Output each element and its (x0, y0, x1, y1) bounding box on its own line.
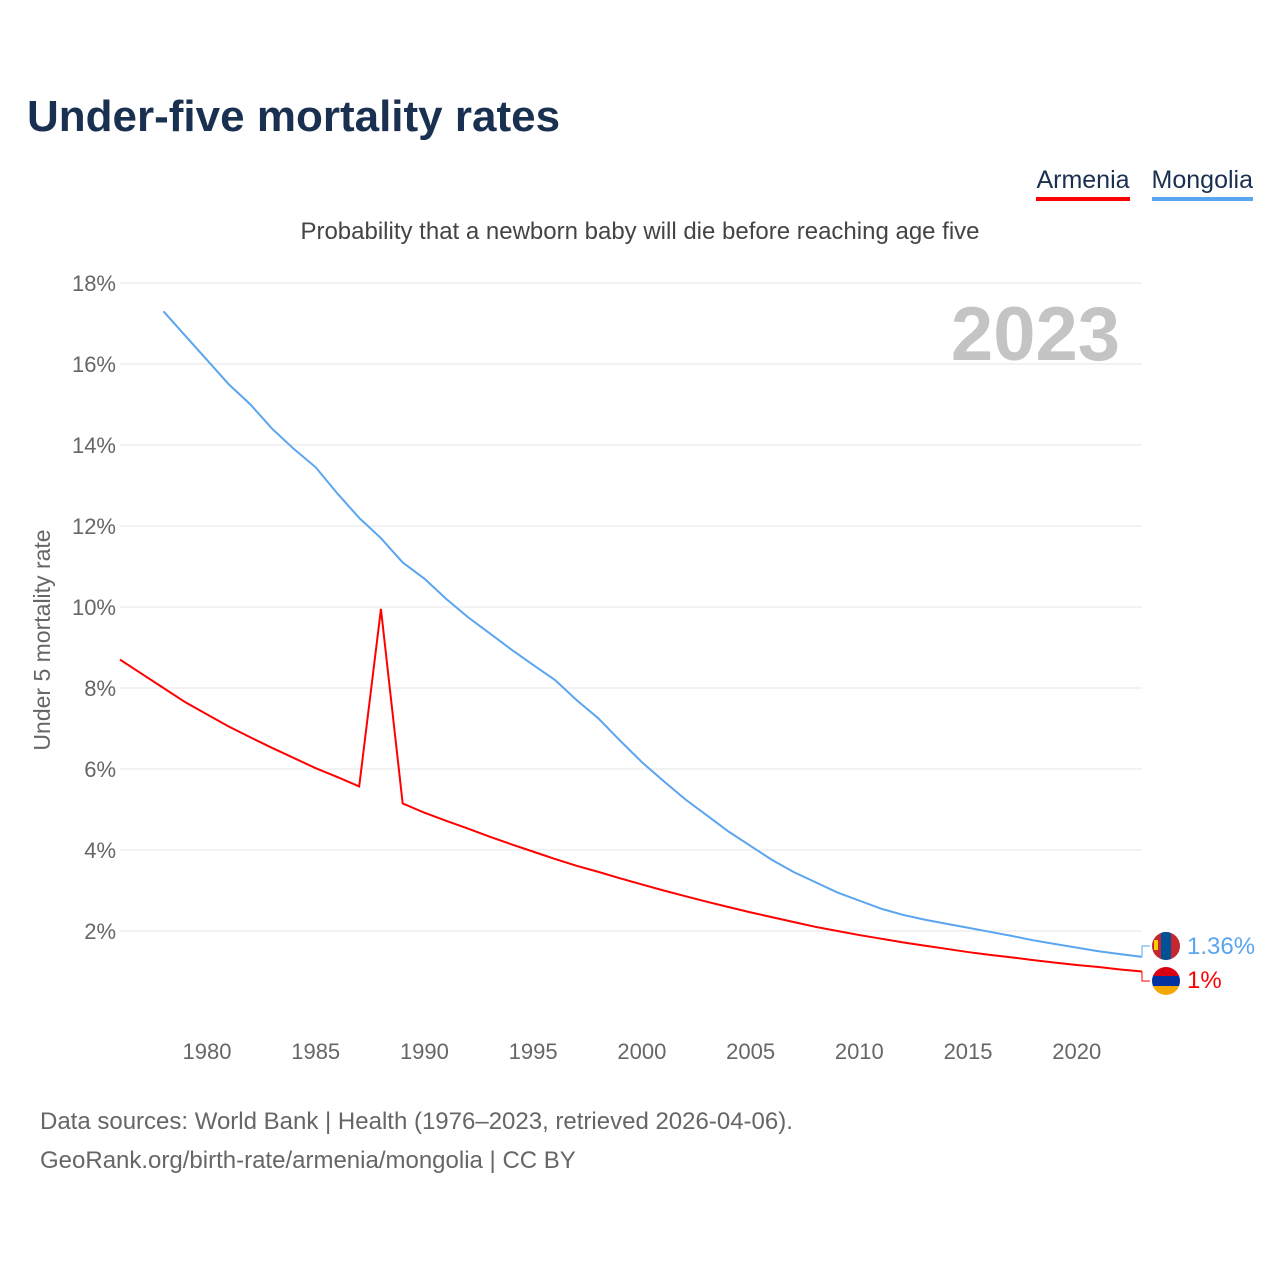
legend-mongolia[interactable]: Mongolia (1151, 166, 1253, 201)
mongolia-flag-icon (1152, 932, 1180, 960)
y-tick-label: 14% (72, 433, 116, 458)
armenia-end-label: 1% (1187, 967, 1222, 994)
x-tick-label: 1985 (291, 1039, 340, 1064)
y-tick-label: 6% (84, 757, 116, 782)
legend-armenia[interactable]: Armenia (1036, 166, 1130, 201)
y-tick-label: 10% (72, 595, 116, 620)
x-tick-label: 1980 (183, 1039, 232, 1064)
x-tick-label: 1990 (400, 1039, 449, 1064)
x-tick-label: 1995 (509, 1039, 558, 1064)
y-tick-label: 4% (84, 838, 116, 863)
armenia-line (119, 608, 1143, 973)
x-tick-label: 2000 (617, 1039, 666, 1064)
y-tick-label: 2% (84, 919, 116, 944)
mongolia-line (162, 310, 1143, 958)
chart-title: Under-five mortality rates (27, 92, 561, 141)
y-tick-label: 18% (72, 271, 116, 296)
footer-link[interactable]: GeoRank.org/birth-rate/armenia/mongolia … (40, 1147, 576, 1174)
legend: Armenia Mongolia (1036, 166, 1253, 201)
x-tick-label: 2010 (835, 1039, 884, 1064)
y-axis-label: Under 5 mortality rate (29, 529, 55, 750)
x-tick-label: 2020 (1052, 1039, 1101, 1064)
mongolia-label-connector (1141, 945, 1150, 957)
armenia-flag-icon (1152, 967, 1180, 995)
x-tick-label: 2015 (944, 1039, 993, 1064)
x-tick-label: 2005 (726, 1039, 775, 1064)
mongolia-end-label: 1.36% (1187, 933, 1255, 960)
y-tick-label: 12% (72, 514, 116, 539)
footer-sources: Data sources: World Bank | Health (1976–… (40, 1108, 793, 1135)
chart-subtitle: Probability that a newborn baby will die… (300, 218, 980, 245)
y-tick-label: 16% (72, 352, 116, 377)
armenia-label-connector (1141, 971, 1150, 982)
year-watermark: 2023 (951, 292, 1120, 377)
y-tick-label: 8% (84, 676, 116, 701)
